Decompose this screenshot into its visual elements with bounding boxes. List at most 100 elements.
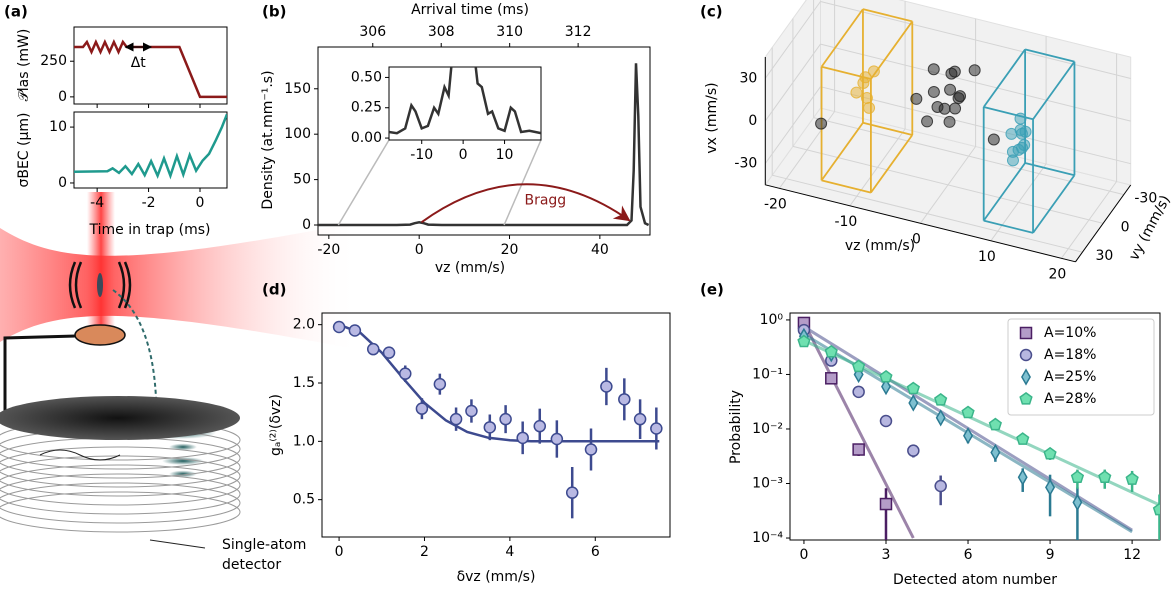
- gate-box: [1032, 174, 1076, 234]
- marker: [584, 443, 598, 456]
- data-line: [74, 38, 227, 99]
- legend-label: A=18%: [1044, 347, 1096, 363]
- point: [859, 71, 872, 84]
- x-axis-label: δvz (mm/s): [457, 569, 536, 585]
- cloud: [162, 457, 204, 465]
- x2-tick-label: 312: [565, 24, 592, 40]
- vy-tick-label: -30: [1134, 191, 1157, 207]
- point: [943, 115, 956, 128]
- x-tick-label: -20: [317, 242, 340, 258]
- vx-tick-label: -30: [734, 156, 757, 172]
- x-tick-label: 40: [591, 242, 609, 258]
- x-tick-label: 3: [882, 547, 891, 563]
- annotation: Bragg: [524, 192, 566, 208]
- illustration: Single-atom detector: [0, 192, 360, 573]
- marker: [1070, 470, 1085, 483]
- legend-label: A=25%: [1044, 369, 1096, 385]
- x-tick-label: 0: [415, 242, 424, 258]
- data-line: [74, 113, 227, 180]
- marker: [633, 412, 647, 426]
- point: [910, 92, 923, 105]
- x2-tick-label: 310: [496, 24, 523, 40]
- legend-box: [1007, 318, 1155, 416]
- trajectory: [112, 289, 157, 399]
- x-tick-label: 9: [1046, 547, 1055, 563]
- y-axis-label: 𝒫las (mW): [16, 29, 32, 102]
- vx-axis-label: vx (mm/s): [704, 82, 720, 153]
- y-tick-label: 0: [302, 217, 311, 233]
- marker: [650, 422, 663, 435]
- vz-axis-label: vz (mm/s): [845, 238, 915, 254]
- marker: [1019, 391, 1033, 405]
- plot-frame: [789, 312, 1161, 541]
- point: [987, 133, 1000, 146]
- marker: [852, 359, 866, 373]
- vz-tick-label: 10: [978, 249, 996, 265]
- y-tick-label: 250: [40, 53, 67, 69]
- x-tick-label: 4: [505, 544, 514, 560]
- legend-label: A=10%: [1044, 325, 1096, 341]
- data-line: [318, 63, 650, 227]
- mcp-disk: [0, 396, 240, 440]
- marker: [1019, 348, 1033, 362]
- legend-label: A=28%: [1044, 391, 1096, 407]
- y-tick-label: 0: [58, 89, 67, 105]
- series: [797, 334, 1160, 540]
- gate-box: [1032, 61, 1076, 120]
- y-tick-label: 100: [284, 126, 311, 142]
- grid-line: [772, 174, 1083, 253]
- inset-line: [389, 67, 541, 135]
- y-tick-label: 0.00: [351, 130, 382, 146]
- point: [1014, 112, 1027, 125]
- marker: [1021, 368, 1031, 386]
- marker: [824, 344, 838, 358]
- panel-label: (a): [4, 3, 28, 21]
- marker: [879, 414, 893, 428]
- point: [949, 102, 962, 115]
- marker: [332, 320, 346, 334]
- grid-line: [764, 86, 821, 164]
- series: [797, 316, 915, 540]
- x-tick-label: 6: [964, 547, 973, 563]
- marker: [550, 432, 564, 446]
- marker: [565, 486, 579, 499]
- grid-line: [820, 1, 1131, 79]
- marker: [852, 443, 865, 456]
- marker: [797, 334, 811, 348]
- point: [1016, 141, 1029, 154]
- point: [921, 115, 934, 128]
- y-tick-label: 0.5: [293, 492, 315, 508]
- marker: [879, 497, 893, 511]
- x-tick-label: 2: [420, 544, 429, 560]
- marker: [499, 412, 512, 426]
- series: [332, 320, 663, 519]
- marker: [852, 385, 865, 399]
- marker: [399, 367, 412, 380]
- x-tick-label: -4: [90, 195, 104, 211]
- inset-connector: [337, 139, 390, 226]
- plot-frame: [321, 312, 671, 538]
- fit-line: [802, 321, 915, 539]
- x-tick-label: 0: [196, 195, 205, 211]
- marker: [1043, 446, 1057, 460]
- axis-line: [765, 184, 1076, 263]
- grid-line: [813, 117, 1124, 196]
- marker: [348, 324, 362, 337]
- y-tick-label: 50: [293, 172, 311, 188]
- y-tick-label: 0: [58, 175, 67, 191]
- axis-line: [1075, 184, 1132, 263]
- marker: [618, 393, 631, 406]
- vx-tick-label: 30: [739, 70, 757, 86]
- fit-line: [338, 323, 660, 443]
- x-tick-label: 12: [1123, 547, 1141, 563]
- point: [1006, 154, 1019, 167]
- marker: [1098, 470, 1112, 483]
- vy-tick-label: 30: [1095, 248, 1113, 264]
- point: [860, 92, 873, 105]
- coils: [68, 261, 132, 309]
- point: [867, 65, 880, 78]
- marker: [935, 409, 946, 427]
- marker: [881, 377, 891, 396]
- inset-bg: [388, 66, 542, 141]
- gate-box: [1024, 48, 1075, 63]
